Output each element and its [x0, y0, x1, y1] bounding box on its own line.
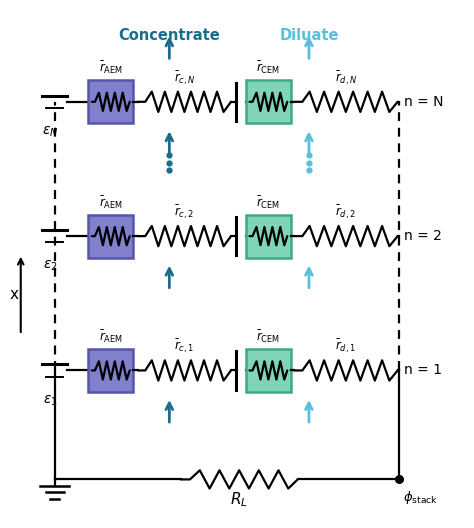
Text: $\bar{r}_{c,2}$: $\bar{r}_{c,2}$	[174, 203, 194, 221]
Bar	[88, 80, 133, 124]
Bar	[246, 214, 291, 258]
Text: $\varepsilon_N$: $\varepsilon_N$	[42, 125, 58, 139]
Text: $\bar{r}_{\mathrm{CEM}}$: $\bar{r}_{\mathrm{CEM}}$	[256, 60, 281, 76]
Text: $\varepsilon_2$: $\varepsilon_2$	[43, 259, 57, 274]
Text: $\varepsilon_1$: $\varepsilon_1$	[43, 393, 57, 408]
Bar	[246, 349, 291, 392]
Text: $\bar{r}_{\mathrm{CEM}}$: $\bar{r}_{\mathrm{CEM}}$	[256, 328, 281, 345]
Text: $\phi_{\mathrm{stack}}$: $\phi_{\mathrm{stack}}$	[403, 488, 439, 505]
Text: $\bar{r}_{c,1}$: $\bar{r}_{c,1}$	[174, 337, 194, 355]
Text: $\bar{r}_{\mathrm{AEM}}$: $\bar{r}_{\mathrm{AEM}}$	[99, 194, 123, 211]
Text: Diluate: Diluate	[279, 29, 339, 43]
Text: $\bar{r}_{d,N}$: $\bar{r}_{d,N}$	[335, 69, 357, 87]
Text: Concentrate: Concentrate	[118, 29, 220, 43]
Text: $\bar{r}_{d,2}$: $\bar{r}_{d,2}$	[336, 203, 356, 221]
Text: $\bar{r}_{\mathrm{AEM}}$: $\bar{r}_{\mathrm{AEM}}$	[99, 328, 123, 345]
Text: x: x	[9, 287, 18, 302]
Bar	[88, 214, 133, 258]
Text: n = 2: n = 2	[404, 229, 442, 243]
Text: n = N: n = N	[404, 95, 444, 109]
Bar	[88, 349, 133, 392]
Bar	[246, 80, 291, 124]
Text: $\bar{r}_{d,1}$: $\bar{r}_{d,1}$	[336, 337, 356, 355]
Text: $\bar{r}_{c,N}$: $\bar{r}_{c,N}$	[173, 69, 195, 87]
Text: $R_L$: $R_L$	[230, 491, 248, 510]
Text: $\bar{r}_{\mathrm{CEM}}$: $\bar{r}_{\mathrm{CEM}}$	[256, 194, 281, 211]
Text: n = 1: n = 1	[404, 363, 442, 378]
Text: $\bar{r}_{\mathrm{AEM}}$: $\bar{r}_{\mathrm{AEM}}$	[99, 60, 123, 76]
